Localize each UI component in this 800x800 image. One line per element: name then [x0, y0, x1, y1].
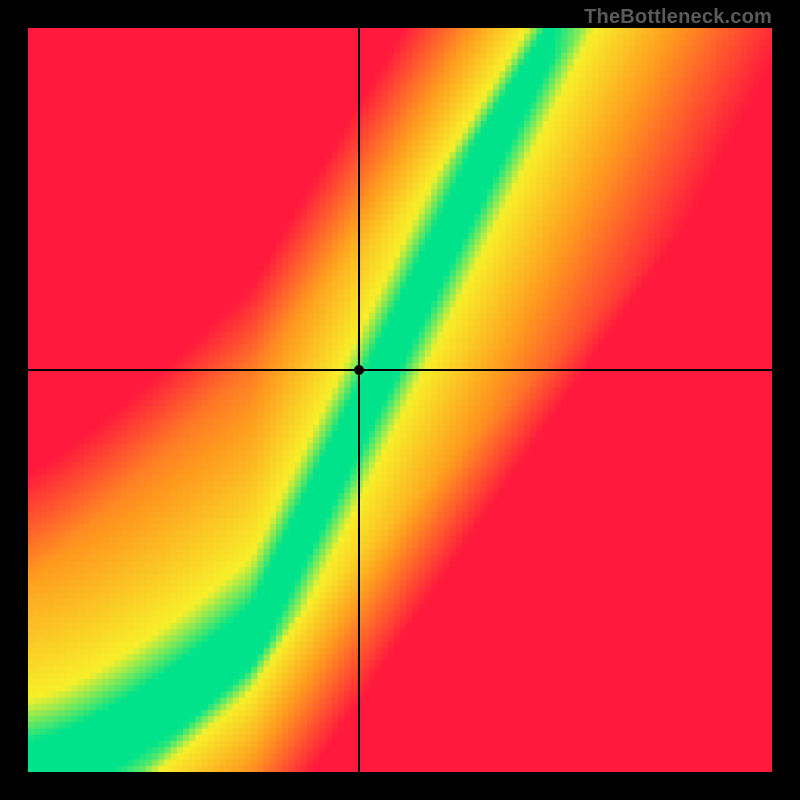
- heatmap-plot: [28, 28, 772, 772]
- figure-outer: TheBottleneck.com: [0, 0, 800, 800]
- crosshair-horizontal: [28, 369, 772, 371]
- crosshair-vertical: [358, 28, 360, 772]
- heatmap-canvas: [28, 28, 772, 772]
- crosshair-dot: [354, 365, 364, 375]
- watermark-text: TheBottleneck.com: [584, 6, 772, 29]
